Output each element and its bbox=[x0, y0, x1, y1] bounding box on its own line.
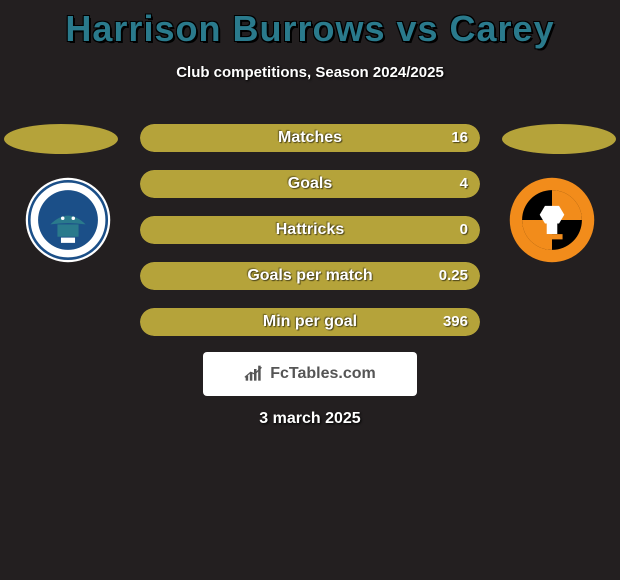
stat-value-right: 16 bbox=[451, 124, 468, 152]
blackpool-badge-icon bbox=[508, 176, 596, 264]
chart-icon bbox=[244, 365, 264, 383]
stat-bars: Matches 16 Goals 4 Hattricks 0 Goals per… bbox=[140, 124, 480, 354]
peterborough-badge-icon bbox=[24, 176, 112, 264]
brand-box: FcTables.com bbox=[203, 352, 417, 396]
club-badge-right bbox=[508, 176, 596, 264]
stat-label: Min per goal bbox=[140, 308, 480, 336]
player-oval-right bbox=[502, 124, 616, 154]
stat-label: Matches bbox=[140, 124, 480, 152]
brand-text: FcTables.com bbox=[270, 365, 376, 383]
stat-label: Goals per match bbox=[140, 262, 480, 290]
stat-bar-min-per-goal: Min per goal 396 bbox=[140, 308, 480, 336]
subtitle: Club competitions, Season 2024/2025 bbox=[0, 64, 620, 81]
stat-bar-goals-per-match: Goals per match 0.25 bbox=[140, 262, 480, 290]
page-title: Harrison Burrows vs Carey bbox=[0, 0, 620, 50]
date-text: 3 march 2025 bbox=[0, 410, 620, 428]
stat-value-right: 0 bbox=[460, 216, 468, 244]
stat-bar-hattricks: Hattricks 0 bbox=[140, 216, 480, 244]
player-oval-left bbox=[4, 124, 118, 154]
stat-value-right: 396 bbox=[443, 308, 468, 336]
stat-value-right: 0.25 bbox=[439, 262, 468, 290]
stat-value-right: 4 bbox=[460, 170, 468, 198]
club-badge-left bbox=[24, 176, 112, 264]
stat-bar-goals: Goals 4 bbox=[140, 170, 480, 198]
stat-bar-matches: Matches 16 bbox=[140, 124, 480, 152]
stat-label: Hattricks bbox=[140, 216, 480, 244]
stat-label: Goals bbox=[140, 170, 480, 198]
